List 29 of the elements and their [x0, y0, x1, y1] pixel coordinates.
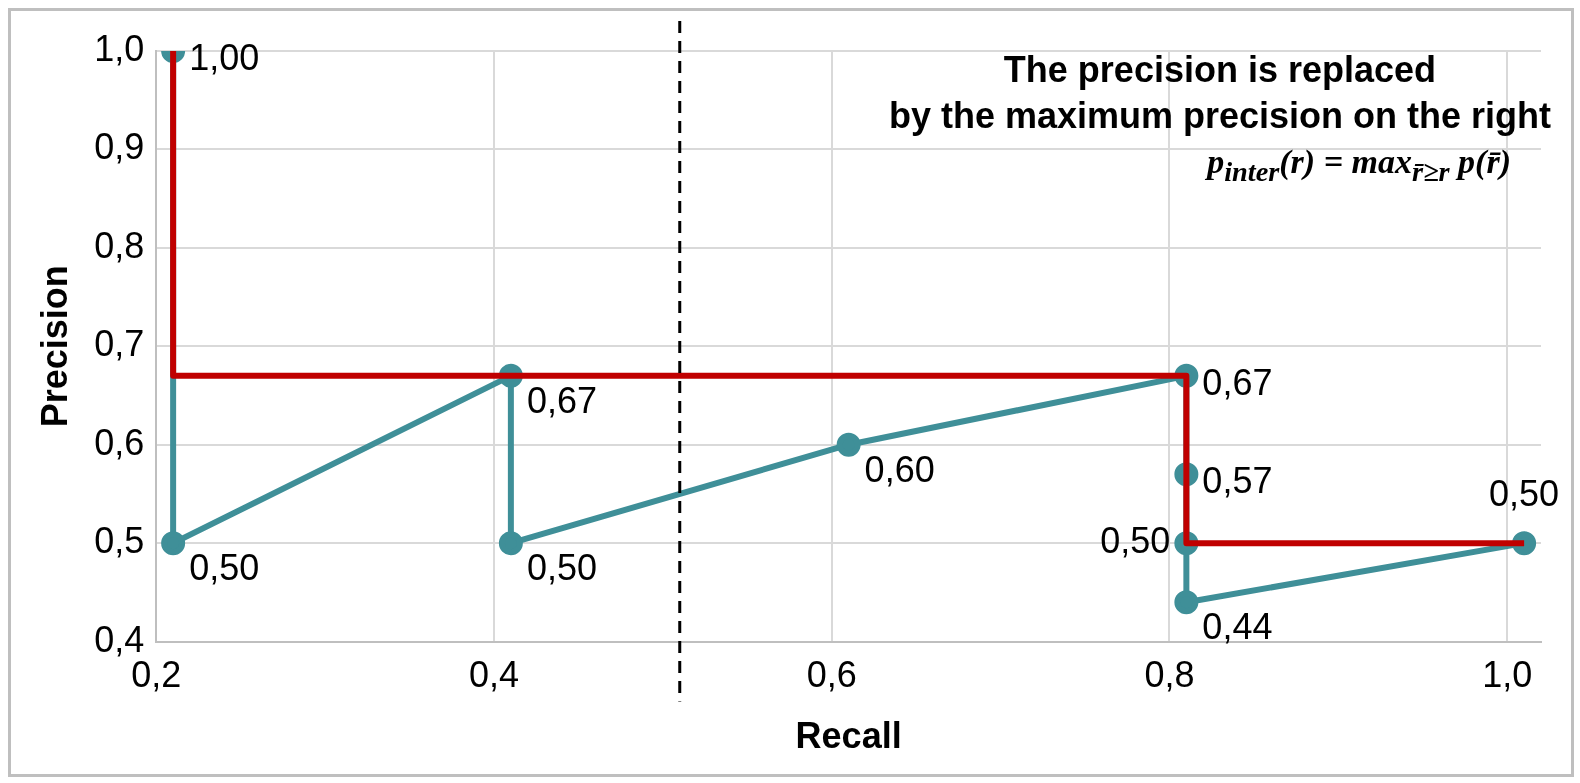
data-label: 0,67: [526, 379, 597, 421]
point: [161, 531, 186, 556]
y-axis-title: Precision: [33, 265, 75, 428]
x-axis-title: Recall: [795, 715, 902, 757]
data-label: 0,67: [1202, 361, 1273, 403]
point: [836, 432, 861, 457]
y-tick-label: 0,8: [94, 224, 145, 266]
data-label: 0,44: [1202, 606, 1273, 648]
annotation: The precision is replaced: [1002, 48, 1438, 92]
x-tick-label: 0,4: [468, 654, 520, 696]
y-tick-label: 0,6: [94, 421, 145, 463]
x-tick-label: 1,0: [1482, 654, 1533, 696]
data-label: 0,50: [189, 547, 260, 589]
x-tick-label: 0,6: [806, 654, 857, 696]
y-tick-label: 0,7: [94, 323, 145, 365]
data-label: 0,50: [1100, 520, 1171, 562]
annotation: by the maximum precision on the right: [888, 94, 1551, 138]
data-label: 0,57: [1202, 460, 1273, 502]
point: [1174, 590, 1199, 615]
data-label: 1,00: [189, 36, 260, 78]
x-tick-label: 0,8: [1144, 654, 1195, 696]
y-tick-label: 1,0: [94, 27, 145, 69]
data-label: 0,60: [864, 448, 935, 490]
data-label: 0,50: [526, 547, 597, 589]
point: [498, 531, 523, 556]
annotation: p$_{inter}$(r) = max$_{r̄≥r}$ p(r̄): [1204, 142, 1512, 189]
y-tick-label: 0,9: [94, 126, 145, 168]
data-label: 0,50: [1489, 473, 1560, 515]
y-tick-label: 0,5: [94, 520, 145, 562]
